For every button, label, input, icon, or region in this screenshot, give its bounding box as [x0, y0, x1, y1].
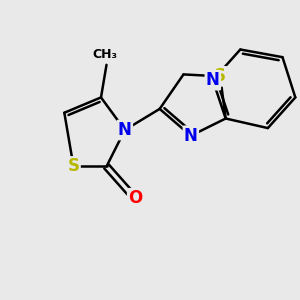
Text: N: N — [184, 127, 198, 145]
Text: N: N — [118, 121, 132, 139]
Text: CH₃: CH₃ — [92, 48, 117, 61]
Text: N: N — [206, 71, 220, 89]
Text: S: S — [68, 158, 80, 175]
Text: O: O — [128, 189, 142, 207]
Text: S: S — [214, 67, 226, 85]
